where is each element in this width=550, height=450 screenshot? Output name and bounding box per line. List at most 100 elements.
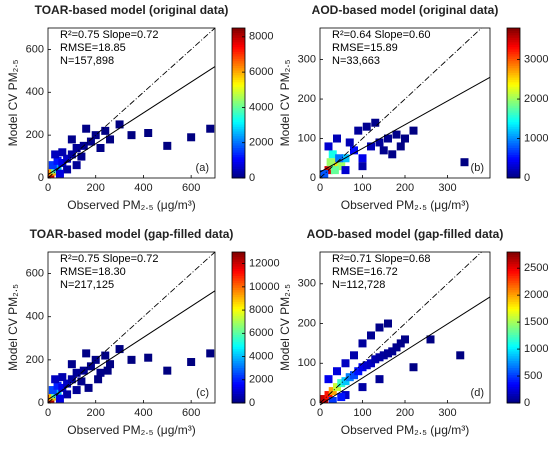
colorbar-step <box>507 273 520 276</box>
colorbar-step <box>507 142 520 146</box>
density-cell <box>358 363 367 372</box>
plot-area <box>320 252 490 403</box>
density-cell <box>144 353 153 362</box>
colorbar-step <box>507 351 520 354</box>
x-tick-label: 100 <box>353 182 371 194</box>
colorbar-step <box>232 119 245 123</box>
colorbar-step <box>232 163 245 167</box>
colorbar-step <box>507 114 520 118</box>
density-cell <box>127 355 136 364</box>
colorbar-step <box>232 88 245 92</box>
density-cell <box>63 379 72 388</box>
stat-text: N=157,898 <box>60 55 114 67</box>
colorbar-step <box>232 112 245 116</box>
colorbar-step <box>507 60 520 64</box>
colorbar-step <box>507 303 520 307</box>
colorbar-step <box>507 275 520 279</box>
colorbar-box <box>506 251 521 404</box>
x-tick-label: 200 <box>396 407 414 419</box>
colorbar-tick-label: 2000 <box>524 93 548 105</box>
colorbar-step <box>232 273 245 276</box>
density-cell <box>330 166 339 175</box>
panel-label: (a) <box>196 162 209 174</box>
density-cell <box>72 144 81 152</box>
density-cell <box>77 377 86 386</box>
density-cell <box>67 375 76 384</box>
colorbar-step <box>232 166 245 170</box>
colorbar-step <box>507 346 520 350</box>
colorbar-step <box>232 105 245 109</box>
colorbar-step <box>232 381 245 385</box>
colorbar-step <box>507 149 520 153</box>
colorbar-step <box>232 277 245 281</box>
colorbar-step <box>507 391 520 394</box>
y-tick-label: 600 <box>26 43 44 55</box>
colorbar-step <box>507 119 520 123</box>
colorbar-step <box>507 140 520 144</box>
density-cell <box>144 129 153 137</box>
density-cell <box>362 361 371 370</box>
density-cell <box>326 158 335 167</box>
colorbar-step <box>507 292 520 295</box>
colorbar-step <box>507 320 520 324</box>
colorbar-step <box>507 135 520 139</box>
colorbar-step <box>507 44 520 48</box>
density-cell <box>48 161 57 170</box>
density-cell <box>58 159 67 167</box>
density-cell <box>384 319 392 328</box>
density-cell <box>101 126 110 135</box>
colorbar-step <box>507 377 520 380</box>
colorbar-step <box>507 252 520 255</box>
density-cell <box>392 343 401 352</box>
colorbar-step <box>232 126 245 130</box>
colorbar-step <box>232 51 245 55</box>
colorbar-step <box>507 299 520 302</box>
colorbar-step <box>232 175 245 179</box>
colorbar-step <box>507 374 520 378</box>
density-cell <box>103 366 112 375</box>
colorbar-step <box>507 280 520 284</box>
colorbar-step <box>232 301 245 305</box>
panel-title: AOD-based model (original data) <box>312 3 499 17</box>
colorbar-step <box>232 256 245 260</box>
y-tick-label: 100 <box>298 132 316 144</box>
stat-text: N=33,663 <box>332 55 380 67</box>
density-cell <box>328 387 337 396</box>
colorbar-step <box>232 296 245 300</box>
colorbar-step <box>507 103 520 106</box>
colorbar-step <box>507 301 520 305</box>
density-cell <box>384 349 392 358</box>
colorbar-step <box>232 72 245 76</box>
colorbar-step <box>507 348 520 352</box>
colorbar-step <box>507 336 520 340</box>
density-cell <box>67 360 76 369</box>
colorbar-step <box>232 114 245 118</box>
colorbar-step <box>507 341 520 345</box>
colorbar-step <box>507 107 520 111</box>
colorbar-step <box>232 254 245 258</box>
x-tick-label: 0 <box>317 407 323 419</box>
colorbar-step <box>232 259 245 262</box>
density-cell <box>396 339 405 348</box>
stat-text: N=112,728 <box>332 279 385 291</box>
density-cell <box>53 163 62 172</box>
density-cell <box>115 345 124 354</box>
density-cell <box>345 373 354 382</box>
colorbar-step <box>232 344 245 347</box>
colorbar-step <box>232 138 245 141</box>
colorbar-step <box>232 103 245 106</box>
colorbar-step <box>507 95 520 99</box>
colorbar-step <box>232 358 245 361</box>
colorbar-step <box>232 117 245 120</box>
density-cell <box>409 126 418 135</box>
colorbar-step <box>232 28 245 31</box>
colorbar-step <box>507 261 520 265</box>
density-cell <box>63 390 72 399</box>
colorbar-step <box>507 91 520 95</box>
colorbar-step <box>507 152 520 155</box>
x-axis-label: Observed PM₂.₅ (μg/m³) <box>341 423 469 437</box>
colorbar-step <box>232 306 245 310</box>
colorbar-step <box>232 100 245 104</box>
axes-box <box>47 27 216 179</box>
x-tick-label: 400 <box>134 182 152 194</box>
